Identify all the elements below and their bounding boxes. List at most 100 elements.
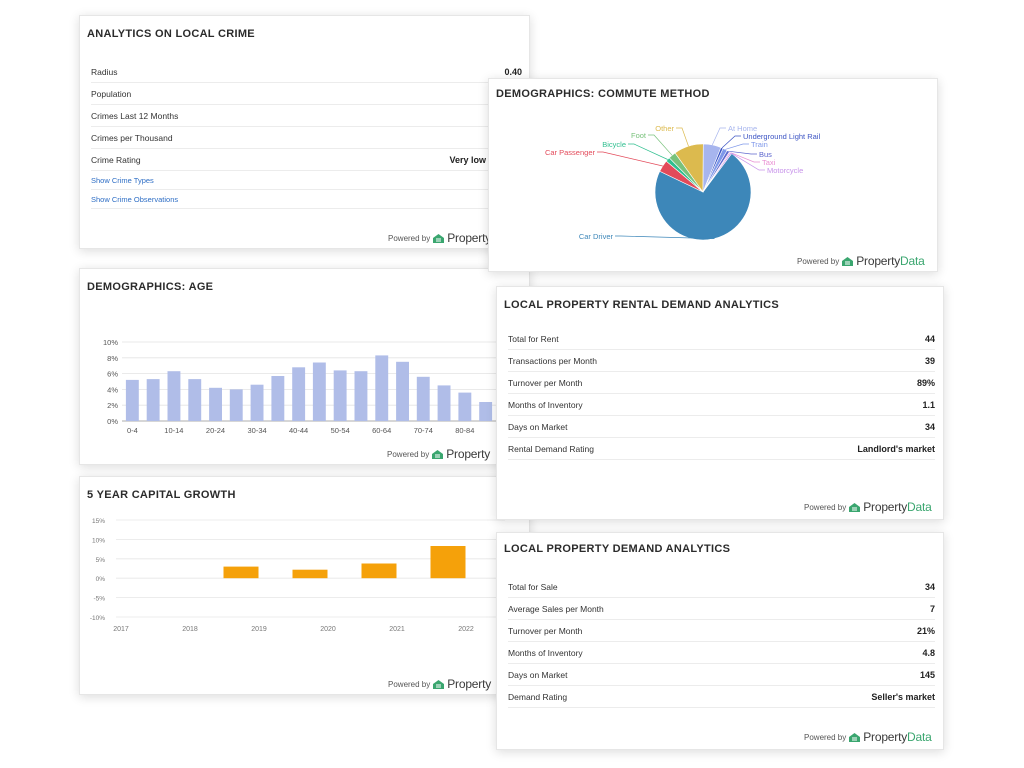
pie-leader-line xyxy=(725,143,749,150)
age-bar xyxy=(167,371,181,421)
age-bar xyxy=(416,376,430,421)
row-value: 1.1 xyxy=(922,399,935,410)
growth-bar xyxy=(361,563,397,579)
pie-slice-label: Motorcycle xyxy=(767,166,803,175)
y-tick-label: 6% xyxy=(107,370,118,379)
row-label: Crimes Last 12 Months xyxy=(91,110,179,121)
age-bar xyxy=(479,402,493,421)
powered-by-label: Powered by xyxy=(797,256,840,266)
crime-row: Radius 0.40 xyxy=(91,61,522,83)
property-data-logo-icon xyxy=(433,679,445,689)
x-tick-label: 2017 xyxy=(113,626,129,633)
pie-leader-line xyxy=(711,127,726,146)
pie-leader-line xyxy=(597,151,663,167)
powered-by-label: Powered by xyxy=(388,679,431,689)
x-tick-label: 2022 xyxy=(458,626,474,633)
pie-leader-line xyxy=(729,151,760,163)
pie-slice xyxy=(654,153,752,241)
age-bar xyxy=(125,379,139,421)
row-label: Demand Rating xyxy=(508,691,568,702)
row-value: 44 xyxy=(924,333,935,344)
age-bar xyxy=(354,371,368,421)
pie-slice-label: Taxi xyxy=(762,158,776,167)
powered-by: Powered by Property xyxy=(388,677,491,691)
x-tick-label: 2020 xyxy=(320,626,336,633)
row-value: Very low xyxy=(449,154,486,165)
powered-by: Powered by PropertyData xyxy=(797,254,925,268)
row-value: 34 xyxy=(924,421,935,432)
age-bar xyxy=(375,355,389,421)
row-value: 21% xyxy=(916,625,935,636)
brand-name: PropertyData xyxy=(863,730,932,744)
row-value: 0.40 xyxy=(504,66,522,77)
demand-row: Turnover per Month 21% xyxy=(508,620,935,642)
pie-slice-label: Car Driver xyxy=(579,232,614,241)
pie-leader-line xyxy=(615,235,715,239)
growth-card: 5 YEAR CAPITAL GROWTH 15% 10% 5% 0% -5% -10% 2… xyxy=(79,476,530,695)
crime-row: Crimes per Thousand xyxy=(91,127,521,149)
age-card: DEMOGRAPHICS: AGE 0% 2% 4% 6% 8% 10% 0-4 10-14 2… xyxy=(79,268,530,465)
powered-by-label: Powered by xyxy=(388,233,431,243)
rental-row: Transactions per Month 39 xyxy=(508,350,935,372)
row-value: Landlord's market xyxy=(857,443,935,454)
powered-by: Powered by PropertyData xyxy=(804,500,932,514)
pie-leader-line xyxy=(730,152,765,171)
pie-slice-label: At Home xyxy=(728,124,757,133)
crime-table: Radius 0.40 Population Crimes Last 12 Mon… xyxy=(91,61,522,209)
demand-row: Days on Market 145 xyxy=(508,664,935,686)
age-card-title: DEMOGRAPHICS: AGE xyxy=(87,281,214,293)
age-bar xyxy=(229,389,243,421)
crime-card-title: ANALYTICS ON LOCAL CRIME xyxy=(87,28,255,40)
row-label: Crime Rating xyxy=(91,154,141,165)
x-tick-label: 80-84 xyxy=(455,426,474,435)
show-crime-observations-link[interactable]: Show Crime Observations xyxy=(91,190,521,209)
x-tick-label: 60-64 xyxy=(372,426,391,435)
row-value: 39 xyxy=(924,355,935,366)
powered-by-label: Powered by xyxy=(387,449,430,459)
rental-card-title: LOCAL PROPERTY RENTAL DEMAND ANALYTICS xyxy=(504,299,780,311)
y-tick-label: 8% xyxy=(107,354,118,363)
y-tick-label: 5% xyxy=(96,557,106,564)
x-tick-label: 40-44 xyxy=(289,426,308,435)
commute-card-title: DEMOGRAPHICS: COMMUTE METHOD xyxy=(496,88,710,100)
row-label: Total for Rent xyxy=(508,333,559,344)
rental-card: LOCAL PROPERTY RENTAL DEMAND ANALYTICS T… xyxy=(496,286,944,520)
rental-row: Total for Rent 44 xyxy=(508,328,935,350)
rental-table: Total for Rent 44 Transactions per Month 3… xyxy=(508,328,935,460)
demand-card: LOCAL PROPERTY DEMAND ANALYTICS Total fo… xyxy=(496,532,944,750)
commute-pie-chart: Car Driver Car Passenger Bicycle Foot Other A… xyxy=(545,124,820,241)
row-label: Average Sales per Month xyxy=(508,603,604,614)
powered-by-label: Powered by xyxy=(804,502,847,512)
rental-row: Days on Market 34 xyxy=(508,416,935,438)
age-bar xyxy=(250,384,264,421)
y-tick-label: 10% xyxy=(92,537,105,544)
brand-part-1: Property xyxy=(447,677,492,691)
pie-leader-line xyxy=(728,150,757,155)
age-bar xyxy=(396,361,409,422)
pie-leader-line xyxy=(721,135,741,149)
pie-slice-label: Train xyxy=(751,140,768,149)
brand-name: Property xyxy=(447,231,491,245)
pie-leader-line xyxy=(648,134,673,156)
crime-row: Population xyxy=(91,83,521,105)
brand-part-2: Data xyxy=(900,254,925,268)
brand-part-1: Property xyxy=(863,500,908,514)
crime-row: Crime Rating Very low xyxy=(91,149,521,171)
x-tick-label: 2018 xyxy=(182,626,198,633)
row-label: Months of Inventory xyxy=(508,399,583,410)
x-tick-label: 2021 xyxy=(389,626,405,633)
demand-row: Demand Rating Seller's market xyxy=(508,686,935,708)
row-label: Transactions per Month xyxy=(508,355,597,366)
y-tick-label: 0% xyxy=(107,417,118,426)
row-label: Days on Market xyxy=(508,421,568,432)
property-data-logo-icon xyxy=(433,233,445,243)
row-value: 4.8 xyxy=(922,647,935,658)
pie-slice-label: Other xyxy=(655,124,674,133)
show-crime-types-link[interactable]: Show Crime Types xyxy=(91,171,521,190)
demand-row: Months of Inventory 4.8 xyxy=(508,642,935,664)
pie-leader-line xyxy=(628,143,668,160)
brand-name: Property xyxy=(446,447,490,461)
age-bar xyxy=(458,392,472,421)
powered-by-label: Powered by xyxy=(804,732,847,742)
growth-bar xyxy=(430,546,466,579)
